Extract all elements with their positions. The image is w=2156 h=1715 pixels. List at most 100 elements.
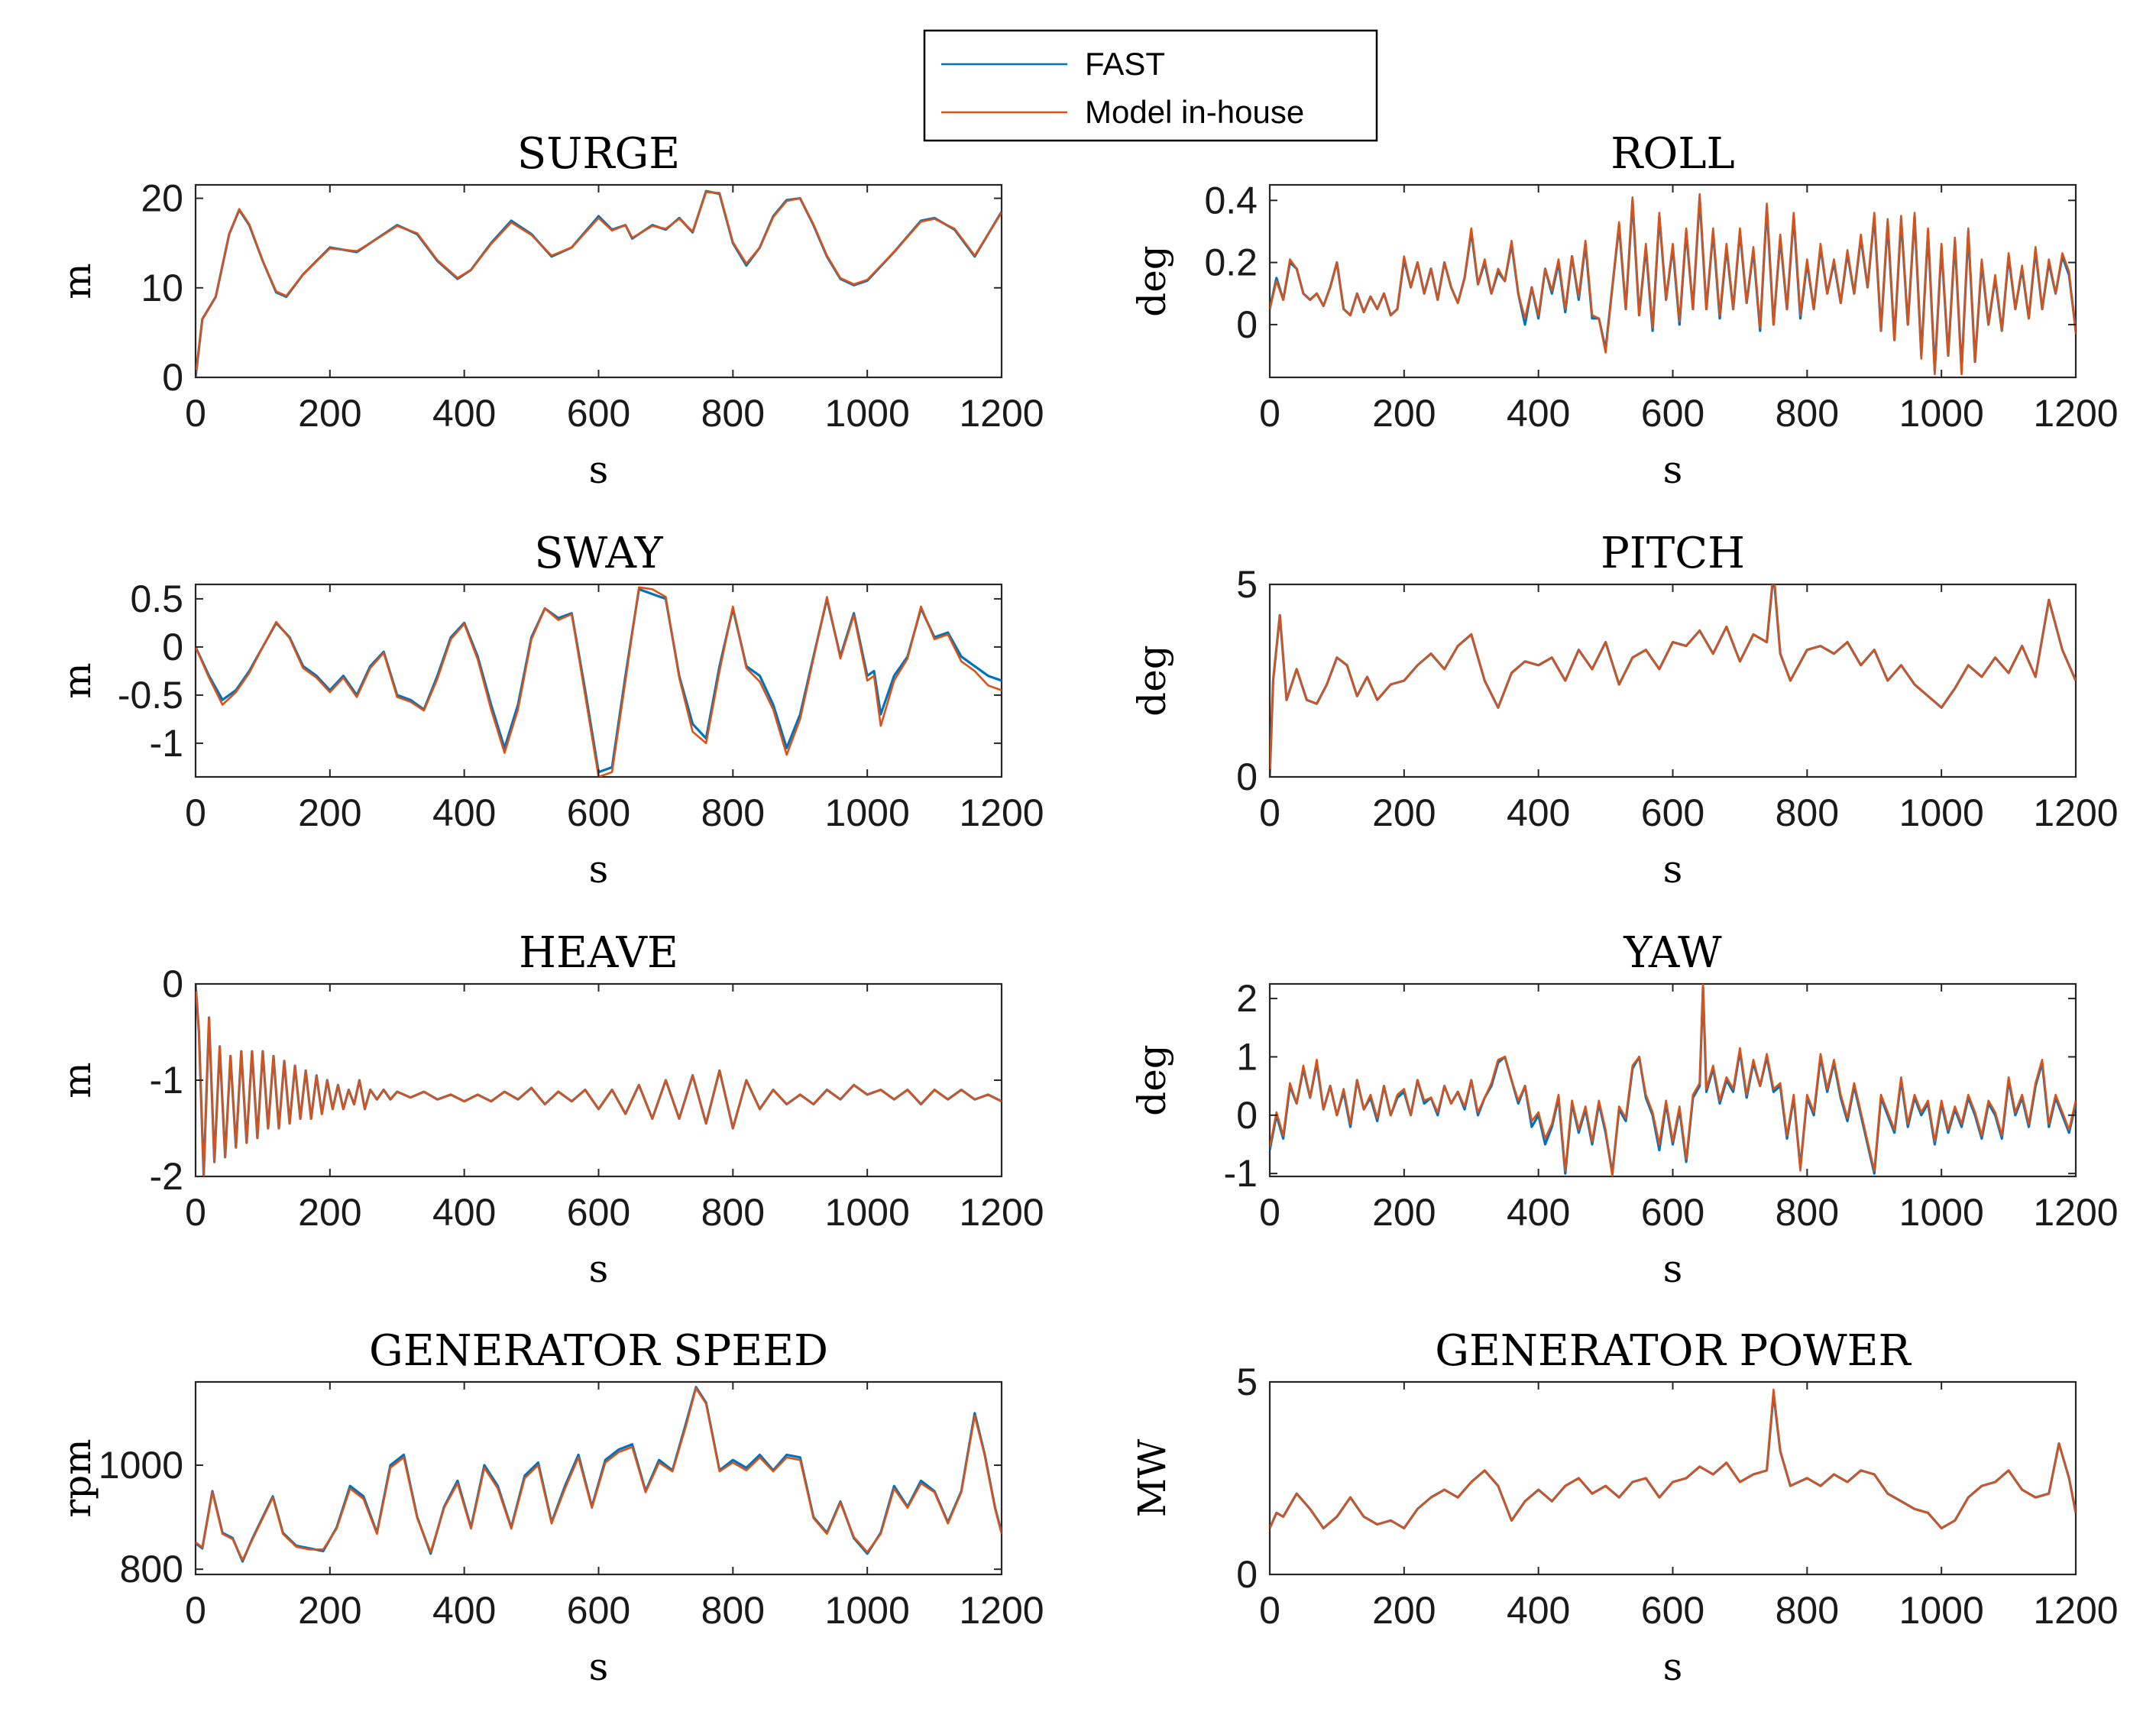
x-tick-label: 1000 [1899, 1589, 1984, 1632]
y-tick-label: 20 [141, 177, 183, 220]
series-line-model-in-house [1270, 1388, 2076, 1529]
y-tick-label: 0 [1236, 303, 1258, 346]
subplot-title: YAW [1623, 928, 1722, 978]
y-axis-label: MW [1130, 1438, 1174, 1517]
x-tick-label: 1200 [959, 791, 1044, 834]
subplot-heave: 0 200 400 600 800 1000 1200 -2 -1 0 HEAVE s m [55, 928, 1044, 1291]
x-tick-label: 600 [567, 392, 630, 435]
x-tick-label: 800 [701, 1589, 765, 1632]
subplot-title: PITCH [1601, 529, 1745, 578]
y-tick-label: -1 [150, 1059, 183, 1102]
x-tick-label: 600 [1641, 791, 1704, 834]
y-axis-label: m [55, 662, 99, 698]
x-tick-label: 600 [1641, 1191, 1704, 1234]
x-tick-label: 0 [185, 1589, 206, 1632]
x-tick-label: 0 [1259, 1589, 1280, 1632]
x-tick-label: 1200 [959, 392, 1044, 435]
y-tick-label: 2 [1236, 977, 1258, 1020]
subplot-roll: 0 200 400 600 800 1000 1200 0 0.2 0.4 ROLL s deg [1130, 129, 2119, 492]
subplot-sway: 0 200 400 600 800 1000 1200 -1 -0.5 0 0.5 SWAY s m [55, 529, 1044, 891]
x-tick-label: 400 [1507, 1589, 1570, 1632]
x-tick-label: 0 [185, 392, 206, 435]
y-axis-label: rpm [55, 1438, 99, 1517]
plot-area [1268, 982, 2077, 1178]
x-tick-label: 400 [1507, 791, 1570, 834]
x-tick-label: 400 [432, 392, 496, 435]
y-tick-label: 10 [141, 267, 183, 309]
x-tick-label: 0 [185, 791, 206, 834]
y-axis-label: deg [1130, 1044, 1174, 1116]
x-tick-label: 200 [298, 791, 361, 834]
series-line-model-in-house [1270, 584, 2076, 777]
x-tick-label: 800 [1776, 392, 1839, 435]
x-tick-label: 1000 [1899, 1191, 1984, 1234]
x-tick-label: 200 [1372, 791, 1436, 834]
y-tick-label: -2 [150, 1155, 183, 1198]
y-tick-label: -1 [1224, 1152, 1258, 1195]
x-tick-label: 400 [432, 791, 496, 834]
plot-area [1268, 583, 2077, 778]
x-tick-label: 600 [1641, 392, 1704, 435]
x-tick-label: 0 [1259, 1191, 1280, 1234]
plot-area [194, 583, 1003, 778]
x-tick-label: 1000 [1899, 791, 1984, 834]
series-line-model-in-house [196, 1387, 1002, 1561]
x-tick-label: 1000 [825, 791, 910, 834]
x-axis-label: s [1663, 847, 1683, 891]
x-axis-label: s [1663, 448, 1683, 492]
x-tick-label: 600 [567, 1589, 630, 1632]
y-axis-label: deg [1130, 245, 1174, 317]
plot-area [194, 982, 1003, 1178]
x-tick-label: 200 [298, 392, 361, 435]
legend-box [923, 29, 1378, 142]
plot-area [194, 1380, 1003, 1576]
x-axis-label: s [589, 1645, 609, 1689]
series-line-model-in-house [1270, 984, 2076, 1176]
y-tick-label: 0 [1236, 756, 1258, 798]
y-tick-label: 5 [1236, 1361, 1258, 1403]
y-tick-label: 0 [1236, 1553, 1258, 1596]
y-axis-label: deg [1130, 645, 1174, 717]
x-tick-label: 0 [1259, 791, 1280, 834]
subplot-generator-power: 0 200 400 600 800 1000 1200 0 5 GENERATOR POWER s M… [1130, 1326, 2119, 1689]
x-tick-label: 400 [1507, 1191, 1570, 1234]
y-tick-label: 0.4 [1204, 179, 1258, 222]
plot-area [194, 183, 1003, 379]
y-tick-label: 5 [1236, 563, 1258, 606]
subplot-title: SURGE [517, 129, 680, 179]
series-line-model-in-house [196, 586, 1002, 777]
x-tick-label: 800 [701, 392, 765, 435]
legend-label-model: Model in-house [1085, 94, 1304, 130]
plot-area [1268, 183, 2077, 379]
series-line-fast [196, 587, 1002, 774]
y-axis-label: m [55, 263, 99, 299]
legend-label-fast: FAST [1085, 46, 1165, 82]
x-tick-label: 1200 [959, 1191, 1044, 1234]
subplot-title: SWAY [534, 529, 663, 578]
y-tick-label: 0.2 [1204, 241, 1258, 284]
y-axis-label: m [55, 1062, 99, 1098]
y-tick-label: 0 [1236, 1094, 1258, 1137]
x-tick-label: 400 [1507, 392, 1570, 435]
y-tick-label: 0 [162, 356, 183, 399]
x-tick-label: 1200 [2033, 392, 2118, 435]
x-axis-label: s [589, 847, 609, 891]
x-tick-label: 600 [567, 791, 630, 834]
x-tick-label: 200 [298, 1191, 361, 1234]
x-tick-label: 800 [1776, 1191, 1839, 1234]
x-tick-label: 200 [1372, 1191, 1436, 1234]
x-tick-label: 600 [567, 1191, 630, 1234]
x-tick-label: 1200 [2033, 1589, 2118, 1632]
x-tick-label: 0 [185, 1191, 206, 1234]
y-tick-label: 1000 [99, 1444, 183, 1487]
y-tick-label: 800 [120, 1548, 183, 1590]
subplot-title: GENERATOR POWER [1435, 1326, 1912, 1376]
x-tick-label: 1200 [2033, 791, 2118, 834]
x-tick-label: 400 [432, 1191, 496, 1234]
subplot-surge: 0 200 400 600 800 1000 1200 0 10 20 SURGE s m [55, 129, 1044, 492]
x-tick-label: 1000 [825, 1191, 910, 1234]
x-axis-label: s [589, 1247, 609, 1291]
